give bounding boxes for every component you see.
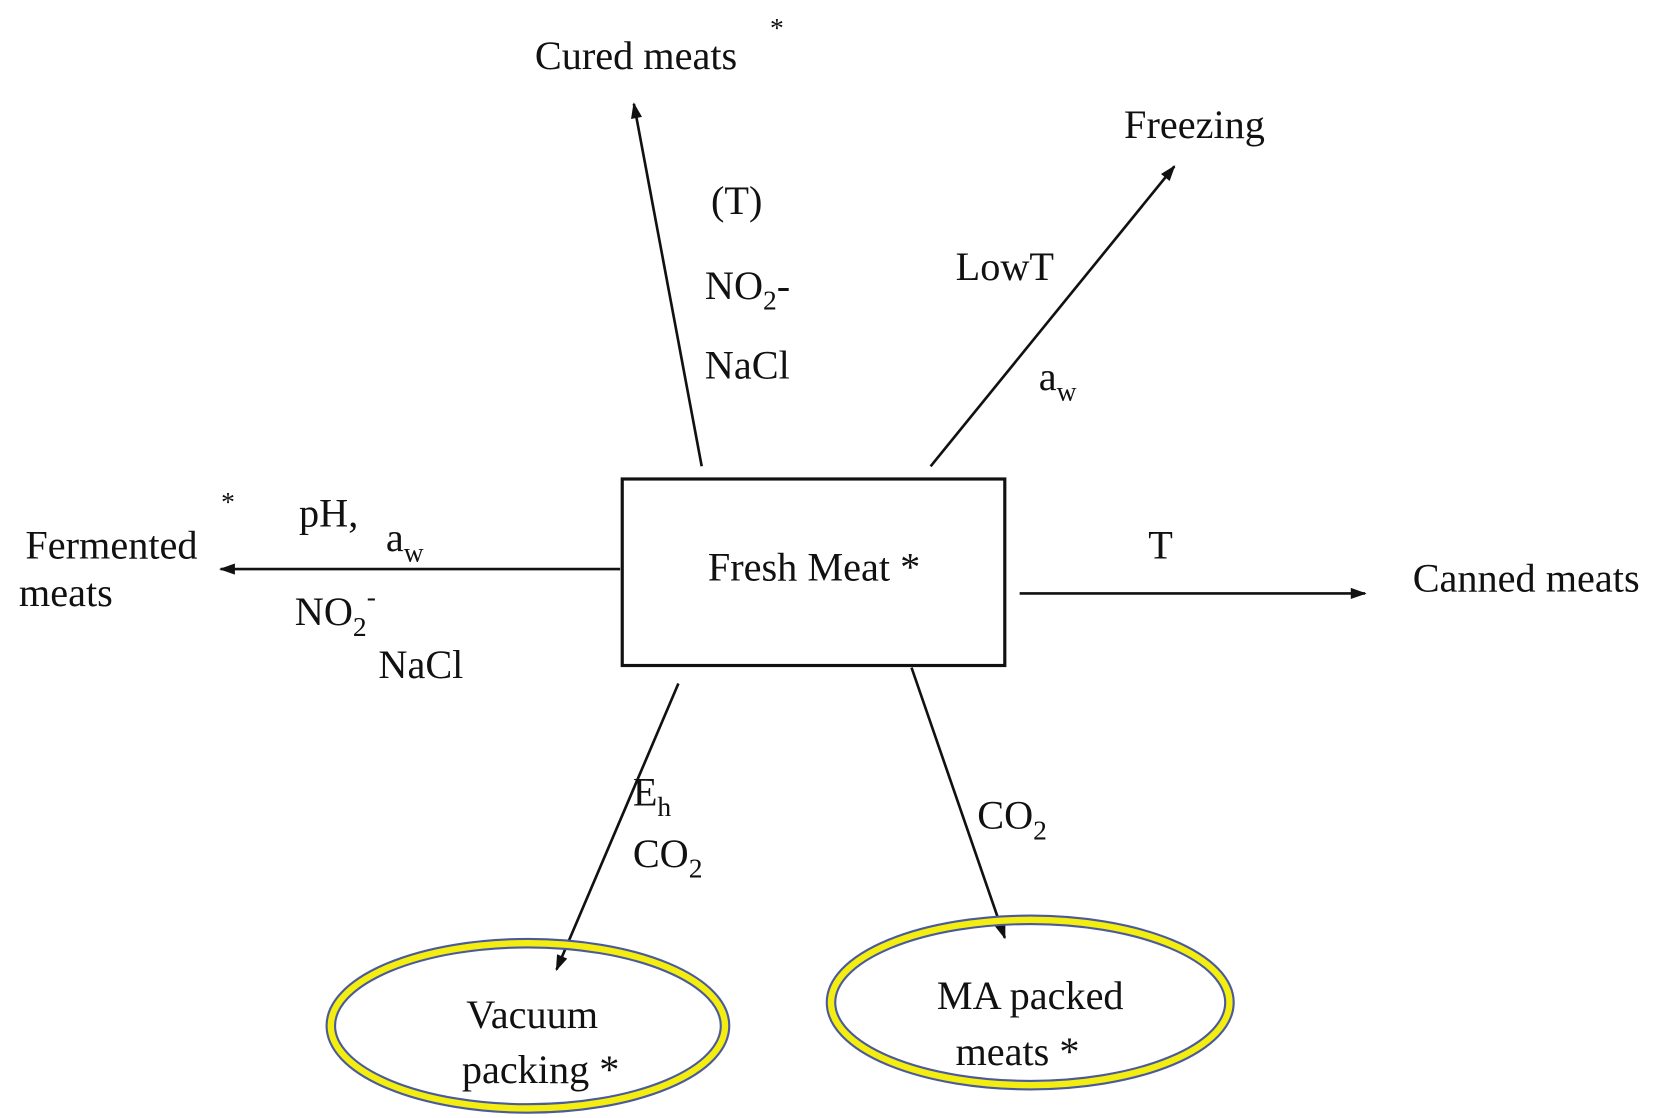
node-star: *	[770, 12, 784, 43]
label-part: NO	[295, 589, 353, 634]
label-part: CO	[633, 831, 689, 876]
arrow	[929, 165, 1176, 468]
label-part: E	[633, 769, 658, 814]
label-sub: w	[404, 537, 424, 568]
edge-label: NO2-	[295, 581, 376, 642]
arrow	[555, 682, 680, 972]
edge-label: pH,	[299, 491, 358, 536]
center-box	[620, 477, 1007, 668]
label-sub: 2	[353, 611, 367, 642]
node-label: MA packed	[937, 973, 1124, 1018]
node-star: *	[221, 486, 235, 517]
label-part: a	[1039, 354, 1057, 399]
label-sub: 2	[1033, 814, 1047, 845]
node-label: meats	[19, 570, 113, 615]
node-label: Cured meats	[535, 33, 737, 78]
label-sub: w	[1057, 376, 1077, 407]
node-label: Vacuum	[466, 992, 598, 1037]
node-label: Fermented	[25, 522, 197, 567]
node-label: packing *	[462, 1047, 620, 1092]
node-label: Freezing	[1124, 102, 1265, 147]
edge-label: T	[1148, 522, 1173, 567]
highlight	[827, 916, 1233, 1089]
edge-label: NO2-	[705, 263, 790, 316]
arrow	[910, 667, 1007, 940]
edge-label: LowT	[956, 244, 1054, 289]
highlight	[327, 939, 729, 1112]
edge-label: NaCl	[705, 342, 790, 387]
label-sub: 2	[763, 284, 777, 315]
arrow	[631, 102, 704, 467]
label-part: NO	[705, 263, 763, 308]
edge-label: CO2	[977, 793, 1047, 846]
edge-label: (T)	[711, 178, 762, 223]
label-part: -	[777, 263, 790, 308]
edge-label: aw	[1039, 354, 1077, 407]
edge-label: NaCl	[378, 642, 463, 687]
label-part: CO	[977, 793, 1033, 838]
node-label: Canned meats	[1413, 555, 1640, 600]
label-sub: 2	[689, 852, 703, 883]
edge-label: Eh	[633, 769, 672, 822]
edge-label: aw	[386, 515, 424, 568]
node-label: meats *	[955, 1029, 1079, 1074]
center-label: Fresh Meat *	[708, 545, 920, 590]
label-sup: -	[367, 581, 376, 612]
edge-label: CO2	[633, 831, 703, 884]
label-sub: h	[657, 791, 671, 822]
label-part: a	[386, 515, 404, 560]
